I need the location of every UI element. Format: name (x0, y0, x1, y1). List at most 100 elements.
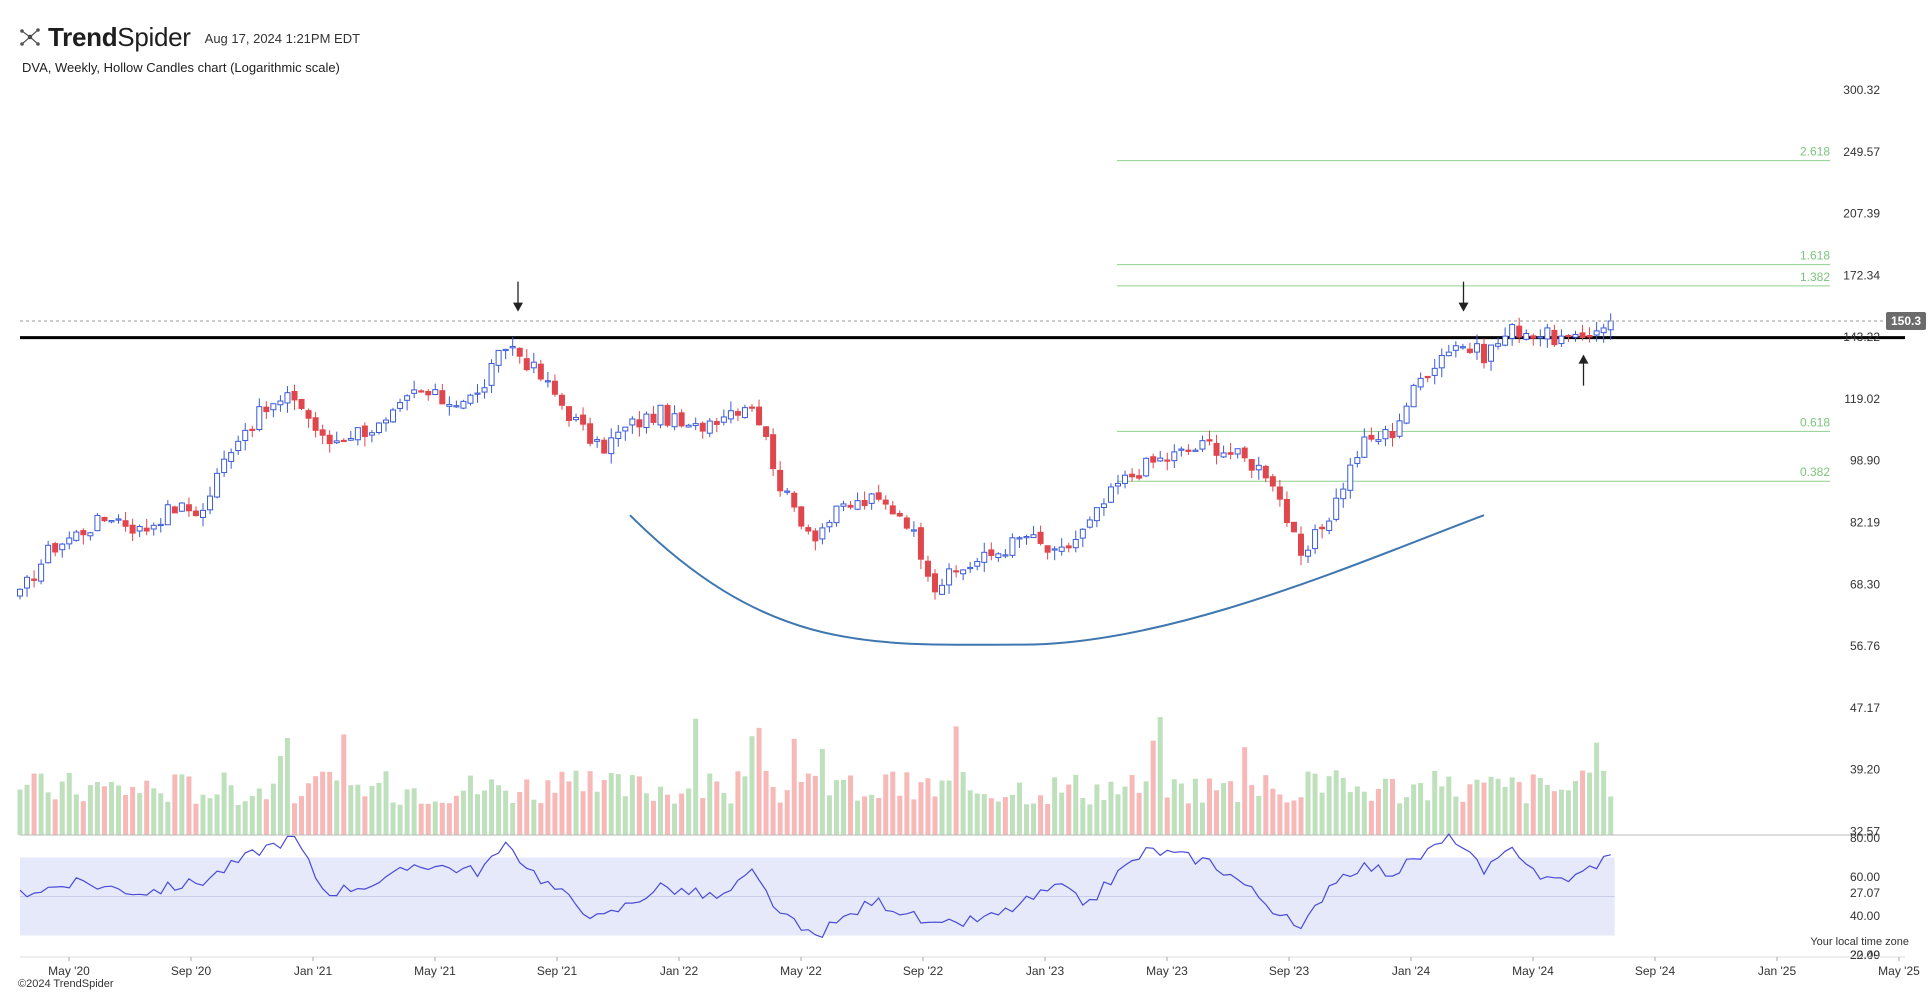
candle (122, 511, 129, 532)
candle (1389, 422, 1396, 447)
candle (1206, 430, 1213, 446)
volume-bar (1404, 797, 1410, 835)
volume-bar (643, 793, 649, 835)
candle-body (587, 423, 594, 444)
candle (397, 398, 404, 412)
candle-body (1473, 343, 1480, 353)
volume-bar (784, 790, 790, 835)
candle-body (263, 406, 270, 413)
volume-bar (45, 792, 51, 835)
candle (615, 424, 622, 447)
volume-bar (749, 736, 755, 835)
volume-bar (1199, 802, 1205, 835)
candle-body (566, 406, 572, 421)
volume-bar (1502, 786, 1508, 835)
volume-bar (1333, 770, 1339, 835)
candle (94, 513, 101, 532)
volume-bar (833, 780, 839, 835)
volume-bar (876, 798, 882, 835)
candle-body (636, 419, 643, 428)
x-tick-label: Jan '24 (1392, 964, 1431, 978)
candle-body (692, 423, 699, 427)
candle-body (558, 394, 565, 406)
volume-bar (1214, 790, 1220, 835)
volume-bar (59, 781, 65, 835)
candle (1248, 459, 1255, 479)
volume-bar (38, 773, 44, 835)
candle-body (1558, 335, 1565, 345)
volume-bar (383, 771, 389, 835)
candle-body (312, 417, 319, 431)
candle (903, 515, 910, 530)
candle (1382, 425, 1389, 447)
x-tick-label: May '21 (414, 964, 456, 978)
candle-body (932, 573, 938, 593)
candle (242, 423, 249, 451)
candle (1305, 545, 1312, 563)
volume-bar (369, 785, 375, 835)
candle (847, 500, 854, 510)
candle-body (1565, 334, 1572, 338)
candle (692, 417, 699, 431)
candle (404, 394, 411, 411)
candle-body (347, 438, 354, 441)
candle-body (1241, 447, 1248, 459)
candle-body (1600, 327, 1607, 334)
candle-body (1030, 534, 1037, 539)
candle (558, 392, 565, 410)
volume-bar (918, 782, 924, 835)
volume-bar (1467, 784, 1473, 835)
volume-bar (334, 780, 340, 835)
candle (368, 430, 375, 443)
candle (770, 428, 777, 477)
candle-body (1417, 377, 1424, 388)
candle-body (777, 469, 784, 492)
candle (1473, 334, 1480, 360)
candle (953, 565, 960, 578)
candle-body (1002, 554, 1009, 557)
candle (214, 468, 221, 499)
candle-body (854, 500, 861, 510)
candle-body (967, 566, 974, 570)
volume-bar (897, 795, 903, 835)
volume-bar (693, 718, 699, 835)
volume-bar (1087, 804, 1093, 835)
candle-body (622, 426, 629, 432)
candle-body (1607, 320, 1614, 331)
candle-body (38, 563, 45, 582)
candle-body (1305, 549, 1312, 557)
candle (1051, 546, 1058, 561)
candle (1023, 534, 1030, 545)
candle (1086, 516, 1093, 529)
candle (24, 575, 31, 597)
candle (861, 491, 868, 510)
candle-body (741, 407, 748, 419)
candle-body (143, 527, 150, 532)
candle-body (157, 523, 164, 527)
candle (446, 396, 453, 416)
candle-body (1100, 503, 1107, 509)
volume-bar (1347, 792, 1353, 835)
volume-bar (1551, 791, 1557, 835)
candle-body (791, 492, 798, 508)
candle-body (1368, 434, 1375, 440)
candle (946, 563, 953, 594)
candle-body (882, 499, 889, 505)
volume-bar (446, 803, 452, 835)
candle-body (1044, 545, 1051, 553)
candle (798, 506, 805, 530)
volume-bar (629, 775, 635, 835)
candle (777, 461, 784, 497)
candle-body (474, 392, 481, 395)
candle-body (1445, 351, 1452, 357)
candle-body (1178, 448, 1185, 451)
price-tick-label: 119.02 (1844, 392, 1880, 406)
candle-body (129, 524, 136, 534)
volume-bar (594, 791, 600, 835)
candle-body (73, 531, 80, 541)
volume-bar (425, 803, 431, 835)
candle (87, 531, 94, 541)
candle (270, 403, 277, 418)
volume-bar (1115, 794, 1121, 835)
